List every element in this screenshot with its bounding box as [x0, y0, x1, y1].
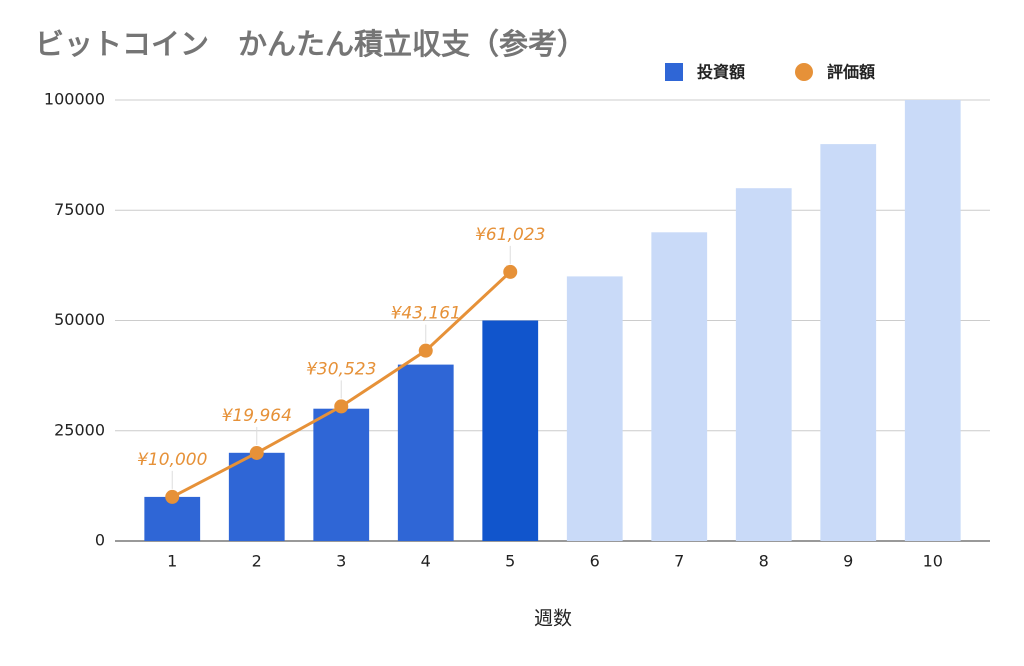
data-label: ¥61,023: [475, 225, 545, 245]
x-tick-label: 4: [421, 552, 431, 571]
x-tick-label: 8: [759, 552, 769, 571]
x-tick-label: 9: [843, 552, 853, 571]
bar: [397, 364, 454, 541]
legend-swatch: [665, 63, 683, 81]
x-tick-label: 7: [674, 552, 684, 571]
y-tick-label: 50000: [54, 310, 105, 329]
y-tick-label: 100000: [44, 90, 105, 109]
line-point: [249, 445, 264, 460]
line-point: [503, 264, 518, 279]
x-tick-label: 10: [923, 552, 943, 571]
legend-label: 評価額: [827, 63, 875, 82]
bar: [482, 320, 539, 541]
chart-title: ビットコイン かんたん積立収支（参考）: [35, 27, 586, 61]
legend-swatch: [795, 63, 813, 81]
x-axis-title: 週数: [534, 608, 572, 630]
x-tick-label: 5: [505, 552, 515, 571]
bar: [313, 408, 370, 541]
x-tick-label: 1: [167, 552, 177, 571]
line-point: [418, 343, 433, 358]
data-label: ¥10,000: [137, 450, 207, 470]
bar: [735, 188, 792, 541]
data-label: ¥43,161: [391, 304, 461, 324]
data-label: ¥19,964: [222, 406, 292, 426]
data-label: ¥30,523: [306, 359, 376, 379]
x-tick-label: 6: [590, 552, 600, 571]
legend-label: 投資額: [697, 63, 745, 82]
bar: [144, 496, 201, 541]
x-tick-label: 2: [252, 552, 262, 571]
line-point: [165, 489, 180, 504]
bar: [904, 100, 961, 541]
y-tick-label: 25000: [54, 420, 105, 439]
bar: [820, 144, 877, 541]
bar: [228, 452, 285, 541]
bar: [651, 232, 708, 542]
y-tick-label: 0: [95, 531, 105, 550]
y-tick-label: 75000: [54, 200, 105, 219]
line-point: [334, 399, 349, 414]
x-tick-label: 3: [336, 552, 346, 571]
bar: [566, 276, 623, 541]
